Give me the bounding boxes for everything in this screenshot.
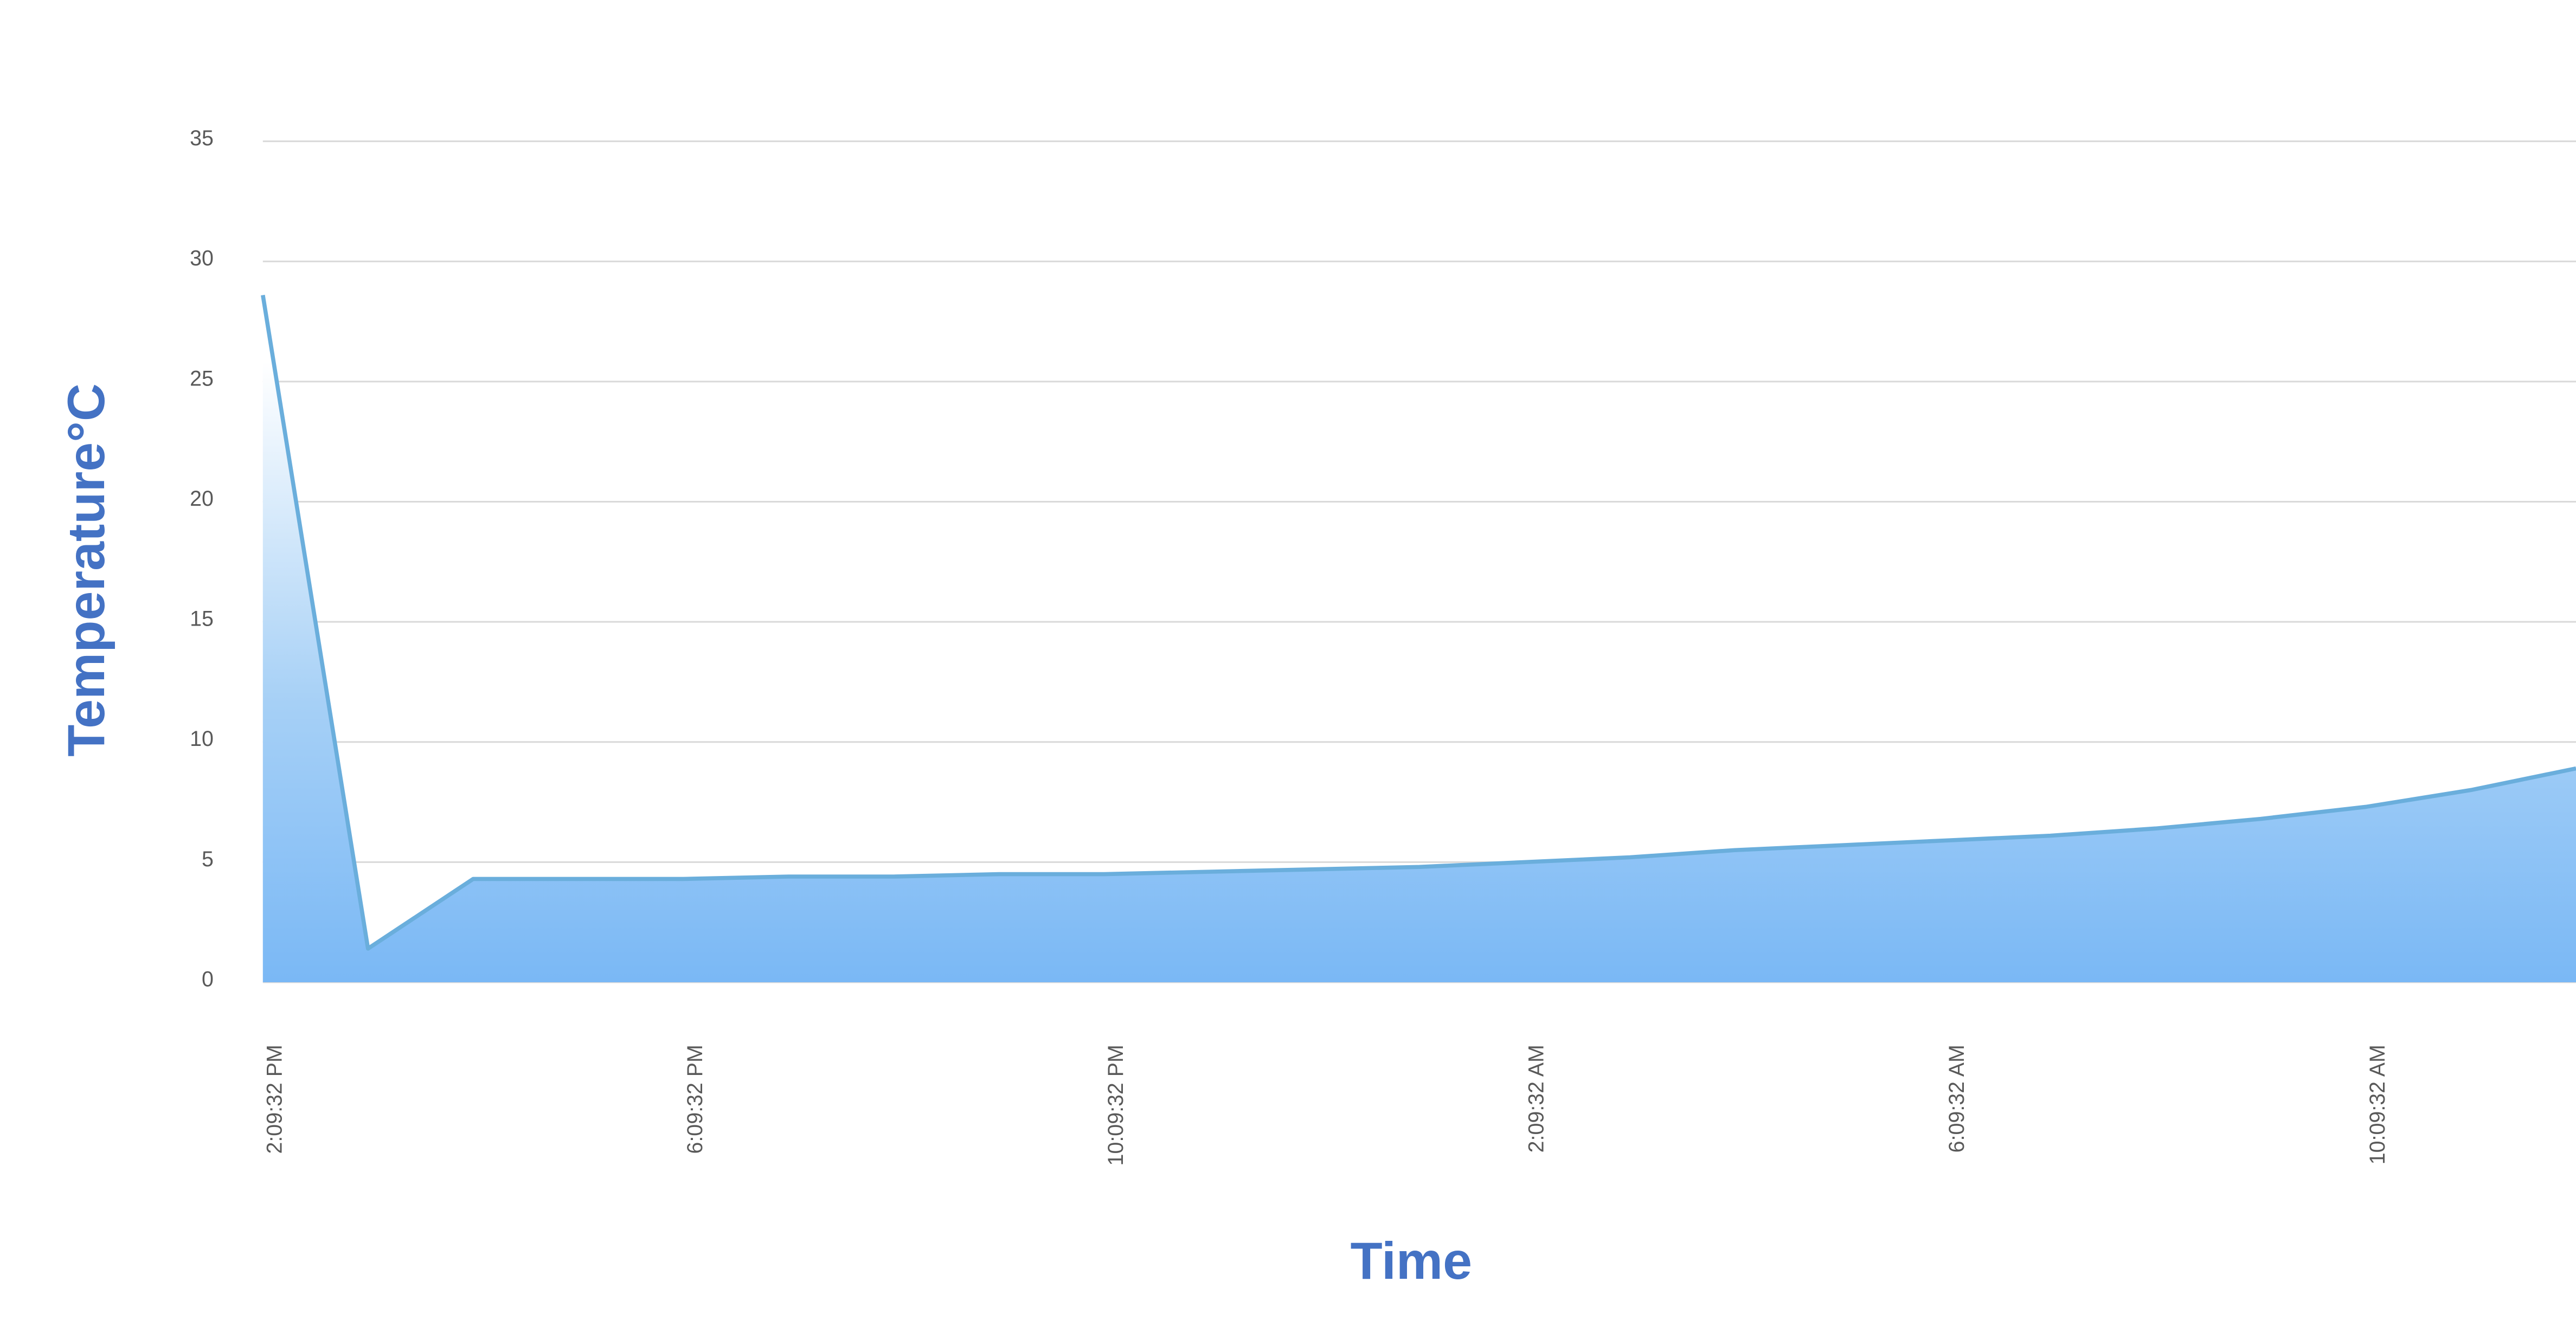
x-tick-label: 10:09:32 AM: [2366, 1045, 2389, 1164]
y-tick-label: 0: [202, 967, 214, 991]
y-tick-label: 5: [202, 847, 214, 871]
y-axis-title: Temperature°C: [56, 383, 115, 757]
x-tick-label: 2:09:32 PM: [262, 1045, 286, 1154]
y-tick-label: 25: [190, 366, 214, 390]
x-tick-label: 10:09:32 PM: [1104, 1045, 1128, 1165]
x-tick-label: 6:09:32 AM: [1945, 1045, 1969, 1152]
x-axis-title: Time: [1350, 1231, 1472, 1290]
y-tick-label: 15: [190, 607, 214, 631]
area: [262, 295, 2576, 983]
y-tick-label: 10: [190, 727, 214, 751]
y-tick-label: 20: [190, 487, 214, 511]
line: [261, 294, 2576, 951]
x-tick-label: 2:09:32 AM: [1524, 1045, 1548, 1152]
y-tick-label: 30: [190, 247, 214, 271]
x-tick-label: 6:09:32 PM: [683, 1045, 707, 1154]
y-tick-label: 35: [190, 126, 214, 150]
